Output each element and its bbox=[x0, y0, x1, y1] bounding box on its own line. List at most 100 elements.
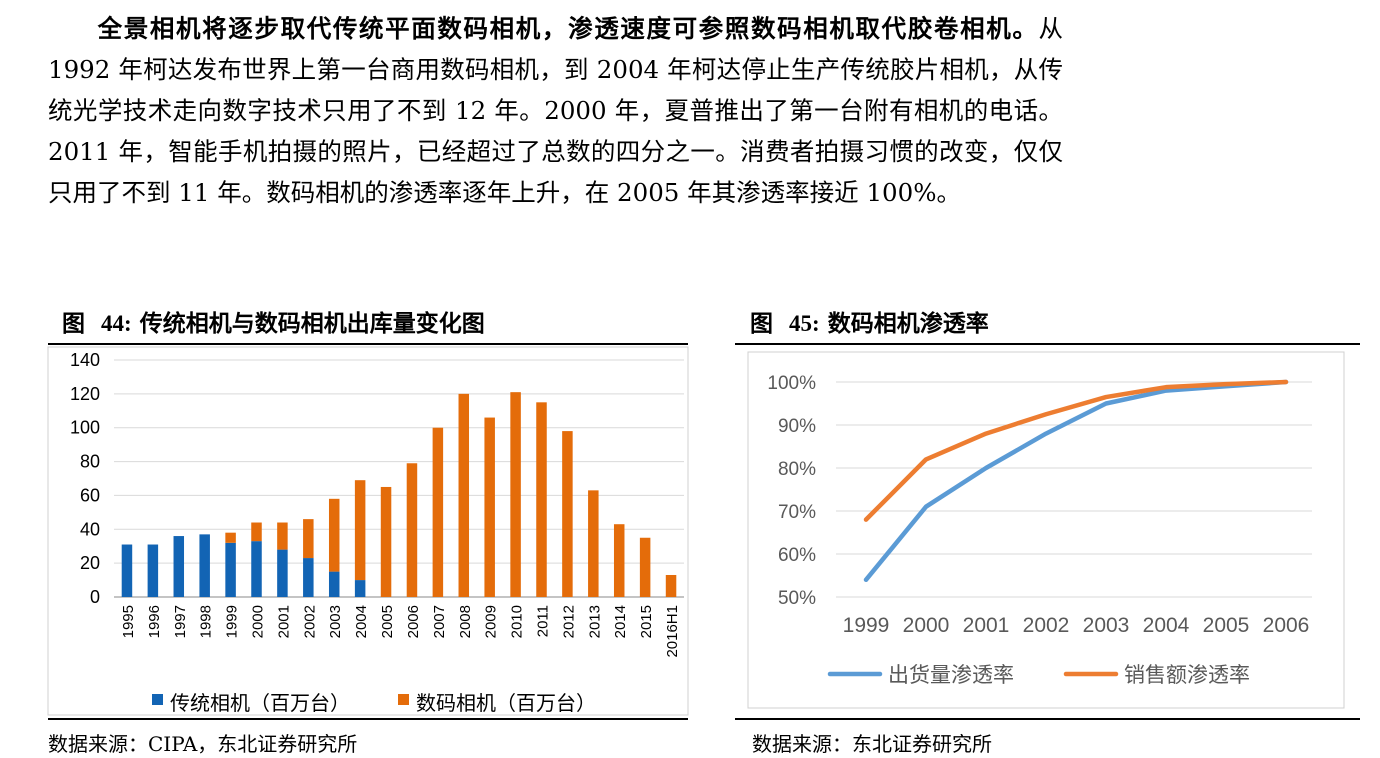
line-series-shipment bbox=[863, 379, 1289, 583]
line-x-tick-label: 2005 bbox=[1203, 614, 1250, 637]
figure-45-title: 图 45: 数码相机渗透率 bbox=[750, 304, 989, 338]
bar-x-tick-label: 1995 bbox=[120, 605, 137, 638]
bar-digital bbox=[354, 480, 366, 581]
bar-x-tick-label: 2016H1 bbox=[664, 605, 681, 658]
bar-x-tick-label: 2000 bbox=[250, 605, 267, 638]
bar-traditional bbox=[173, 536, 185, 597]
bar-digital bbox=[380, 486, 392, 597]
bar-traditional bbox=[199, 534, 210, 597]
bar-traditional bbox=[303, 558, 314, 597]
line-y-tick-label: 100% bbox=[767, 373, 816, 394]
line-legend-label: 出货量渗透率 bbox=[888, 664, 1014, 687]
figure-44-caption: 传统相机与数码相机出库量变化图 bbox=[139, 310, 485, 337]
bar-y-tick-label: 60 bbox=[80, 485, 100, 505]
bar-y-tick-label: 80 bbox=[80, 452, 100, 472]
bar-digital bbox=[639, 537, 651, 597]
line-y-tick-label: 70% bbox=[778, 502, 816, 523]
bar-x-tick-label: 2011 bbox=[535, 605, 552, 637]
body-paragraph: 全景相机将逐步取代传统平面数码相机，渗透速度可参照数码相机取代胶卷相机。从 19… bbox=[48, 8, 1063, 213]
bar-digital bbox=[251, 522, 262, 542]
figure-44-title: 图 44: 传统相机与数码相机出库量变化图 bbox=[62, 304, 485, 338]
bar-x-tick-label: 2003 bbox=[327, 605, 344, 638]
bar-x-tick-label: 1998 bbox=[198, 605, 215, 638]
figure-44-number: 44: bbox=[101, 311, 132, 336]
bar-x-tick-label: 1999 bbox=[224, 605, 241, 638]
bar-chart-frame bbox=[47, 346, 689, 716]
line-y-tick-label: 60% bbox=[778, 545, 816, 566]
bar-x-tick-label: 2006 bbox=[405, 605, 422, 638]
figure-45-label: 图 bbox=[750, 310, 773, 337]
line-y-tick-label: 50% bbox=[778, 588, 816, 609]
bar-digital bbox=[665, 574, 677, 597]
bar-legend-swatch bbox=[152, 694, 163, 705]
bar-x-tick-label: 2013 bbox=[586, 605, 603, 638]
bar-x-tick-label: 2007 bbox=[431, 605, 448, 638]
bar-legend-label: 数码相机（百万台） bbox=[416, 692, 596, 715]
line-legend-label: 销售额渗透率 bbox=[1124, 664, 1250, 687]
bar-x-tick-label: 2008 bbox=[457, 605, 474, 638]
paragraph-lead: 全景相机将逐步取代传统平面数码相机，渗透速度可参照数码相机取代胶卷相机。 bbox=[96, 14, 1039, 43]
bar-x-tick-label: 2005 bbox=[379, 605, 396, 638]
bar-digital bbox=[303, 519, 314, 559]
bar-digital bbox=[432, 427, 444, 597]
bar-digital bbox=[510, 392, 521, 597]
figure-45-number: 45: bbox=[789, 311, 820, 336]
paragraph-body: 从 1992 年柯达发布世界上第一台商用数码相机，到 2004 年柯达停止生产传… bbox=[48, 14, 1063, 207]
bar-x-tick-label: 2015 bbox=[638, 605, 655, 638]
line-y-tick-label: 80% bbox=[778, 459, 816, 480]
bar-x-tick-label: 1996 bbox=[146, 605, 163, 638]
line-x-tick-label: 2002 bbox=[1023, 614, 1070, 637]
line-x-tick-label: 2000 bbox=[903, 614, 950, 637]
bar-traditional bbox=[354, 580, 366, 597]
bar-traditional bbox=[328, 571, 340, 597]
bar-x-tick-label: 2009 bbox=[483, 605, 500, 638]
bar-y-tick-label: 120 bbox=[70, 384, 100, 404]
bar-digital bbox=[406, 463, 418, 597]
bar-digital bbox=[588, 490, 599, 597]
bar-x-tick-label: 2001 bbox=[275, 605, 292, 638]
line-x-tick-label: 2003 bbox=[1083, 614, 1130, 637]
figure-44-source: 数据来源：CIPA，东北证券研究所 bbox=[48, 732, 358, 756]
line-x-tick-label: 2006 bbox=[1263, 614, 1310, 637]
bar-y-tick-label: 20 bbox=[80, 553, 100, 573]
bar-x-tick-label: 2012 bbox=[560, 605, 577, 638]
line-chart-frame bbox=[747, 351, 1345, 709]
figure-45-top-rule bbox=[735, 343, 1360, 345]
figure-45-caption: 数码相机渗透率 bbox=[827, 310, 989, 337]
bar-digital bbox=[484, 417, 495, 597]
line-x-tick-label: 2004 bbox=[1143, 614, 1190, 637]
bar-digital bbox=[328, 498, 340, 572]
bar-digital bbox=[225, 532, 236, 543]
figure-45-source: 数据来源：东北证券研究所 bbox=[752, 732, 992, 756]
bar-y-tick-label: 0 bbox=[90, 587, 100, 607]
bar-x-tick-label: 2004 bbox=[353, 605, 370, 638]
bar-traditional bbox=[277, 549, 288, 597]
bar-x-tick-label: 1997 bbox=[172, 605, 189, 638]
line-x-tick-label: 2001 bbox=[963, 614, 1010, 637]
bar-x-tick-label: 2014 bbox=[612, 605, 629, 638]
bar-traditional bbox=[225, 542, 236, 597]
bar-y-tick-label: 140 bbox=[70, 350, 100, 370]
bar-y-tick-label: 100 bbox=[70, 418, 100, 438]
bar-digital bbox=[613, 524, 625, 597]
bar-digital bbox=[536, 402, 547, 597]
bar-digital bbox=[277, 522, 288, 550]
line-x-tick-label: 1999 bbox=[843, 614, 890, 637]
bar-digital bbox=[458, 393, 470, 597]
bar-y-tick-label: 40 bbox=[80, 519, 100, 539]
line-y-tick-label: 90% bbox=[778, 416, 816, 437]
bar-x-tick-label: 2010 bbox=[509, 605, 526, 638]
figure-44-top-rule bbox=[48, 343, 688, 345]
bar-legend-label: 传统相机（百万台） bbox=[170, 692, 350, 715]
bar-x-tick-label: 2002 bbox=[301, 605, 318, 638]
bar-traditional bbox=[147, 544, 159, 597]
line-series-sales bbox=[863, 379, 1289, 522]
bar-digital bbox=[562, 431, 573, 597]
figure-44-bottom-rule bbox=[48, 718, 688, 720]
figure-44-label: 图 bbox=[62, 310, 85, 337]
bar-legend-swatch bbox=[398, 694, 409, 705]
bar-traditional bbox=[121, 544, 133, 597]
bar-traditional bbox=[251, 541, 262, 597]
